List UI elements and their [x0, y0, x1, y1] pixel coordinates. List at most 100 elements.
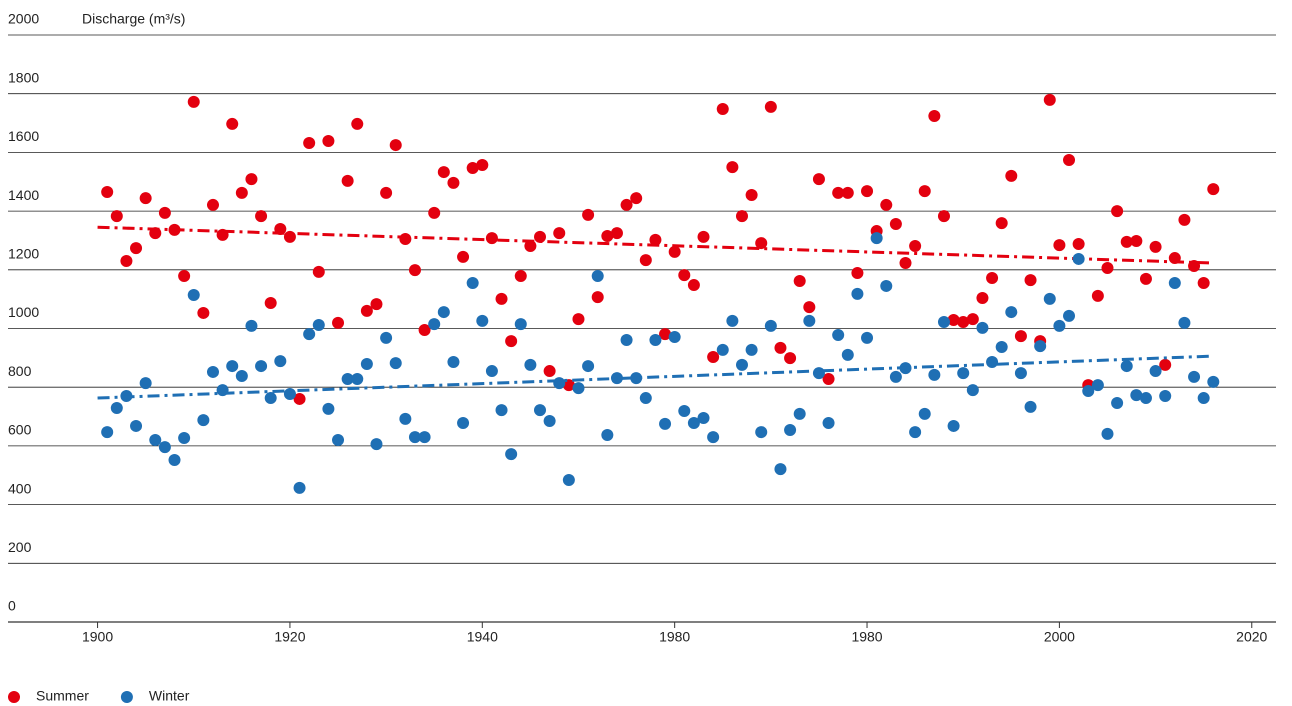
- point: [659, 328, 672, 341]
- point: [553, 227, 566, 240]
- point: [1197, 392, 1210, 405]
- point: [178, 269, 191, 282]
- point: [351, 372, 364, 385]
- x-tick-label: 1980: [851, 629, 882, 645]
- point: [341, 372, 354, 385]
- point: [812, 367, 825, 380]
- point: [659, 417, 672, 430]
- point: [668, 331, 681, 344]
- point: [476, 159, 489, 172]
- trend-line: [97, 225, 1214, 265]
- point: [851, 267, 864, 280]
- x-tick-label: 2020: [1236, 629, 1267, 645]
- y-tick-label: 200: [8, 539, 32, 555]
- point: [861, 185, 874, 198]
- point: [139, 377, 152, 390]
- point: [408, 264, 421, 277]
- point: [582, 208, 595, 221]
- point: [197, 414, 210, 427]
- point: [485, 232, 498, 245]
- x-tick-label: 1920: [274, 629, 305, 645]
- point: [745, 343, 758, 356]
- point: [255, 360, 268, 373]
- point: [639, 254, 652, 267]
- point: [457, 250, 470, 263]
- point: [784, 352, 797, 365]
- point: [1207, 375, 1220, 388]
- point: [466, 161, 479, 174]
- point: [591, 269, 604, 282]
- point: [1130, 235, 1143, 248]
- point: [322, 134, 335, 147]
- y-tick-label: 1000: [8, 304, 39, 320]
- point: [851, 287, 864, 300]
- point: [735, 210, 748, 223]
- point: [120, 254, 133, 267]
- point: [264, 296, 277, 309]
- y-tick-label: 1800: [8, 69, 39, 85]
- point: [158, 206, 171, 219]
- point: [1178, 213, 1191, 226]
- point: [870, 232, 883, 245]
- point: [966, 384, 979, 397]
- point: [1188, 370, 1201, 383]
- point: [976, 321, 989, 334]
- point: [130, 242, 143, 255]
- point: [524, 358, 537, 371]
- point: [235, 186, 248, 199]
- point: [784, 424, 797, 437]
- y-axis-label: Discharge (m³/s): [82, 11, 185, 27]
- point: [947, 313, 960, 326]
- point: [505, 448, 518, 461]
- point: [226, 360, 239, 373]
- point: [514, 318, 527, 331]
- point: [601, 230, 614, 243]
- point: [245, 319, 258, 332]
- point: [1034, 340, 1047, 353]
- point: [687, 279, 700, 292]
- point: [543, 414, 556, 427]
- point: [630, 372, 643, 385]
- point: [1053, 319, 1066, 332]
- point: [1005, 169, 1018, 182]
- point: [620, 333, 633, 346]
- point: [745, 188, 758, 201]
- point: [572, 382, 585, 395]
- point: [909, 240, 922, 253]
- point: [1063, 309, 1076, 322]
- point: [187, 289, 200, 302]
- point: [755, 426, 768, 439]
- point: [197, 306, 210, 319]
- y-tick-label: 1600: [8, 128, 39, 144]
- point: [303, 328, 316, 341]
- point: [755, 237, 768, 250]
- point: [1091, 289, 1104, 302]
- y-tick-label: 800: [8, 363, 32, 379]
- point: [928, 368, 941, 381]
- point: [774, 341, 787, 354]
- point: [1082, 385, 1095, 398]
- point: [668, 245, 681, 258]
- point: [793, 274, 806, 287]
- point: [360, 358, 373, 371]
- point: [649, 333, 662, 346]
- point: [332, 316, 345, 329]
- point: [995, 217, 1008, 230]
- point: [678, 269, 691, 282]
- point: [822, 417, 835, 430]
- point: [1072, 237, 1085, 250]
- point: [553, 377, 566, 390]
- point: [341, 174, 354, 187]
- y-tick-label: 600: [8, 422, 32, 438]
- point: [303, 137, 316, 150]
- point: [793, 407, 806, 420]
- point: [562, 473, 575, 486]
- point: [110, 402, 123, 415]
- point: [332, 434, 345, 447]
- point: [928, 110, 941, 123]
- point: [389, 139, 402, 152]
- point: [889, 370, 902, 383]
- point: [726, 161, 739, 174]
- point: [861, 331, 874, 344]
- point: [428, 206, 441, 219]
